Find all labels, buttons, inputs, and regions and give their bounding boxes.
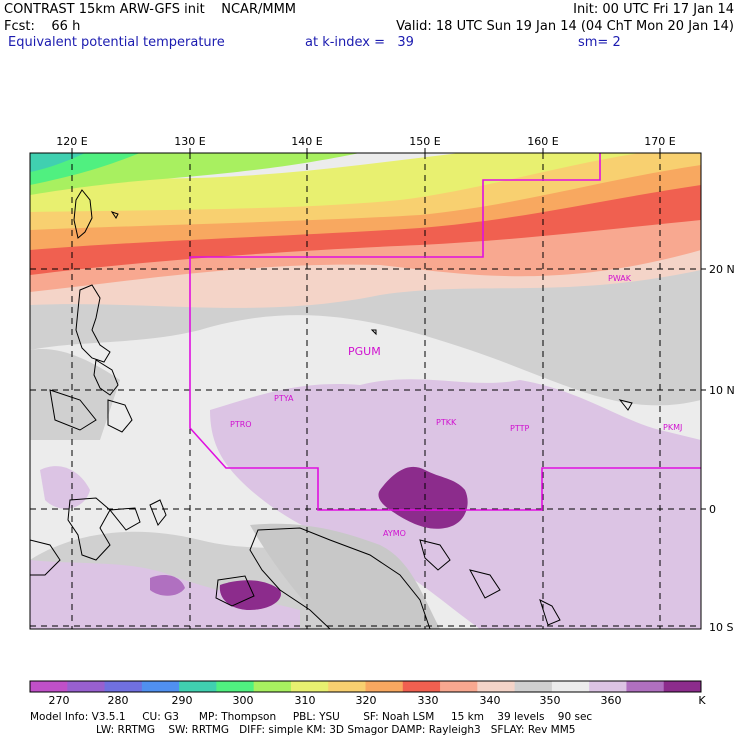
- colorbar-label: 270: [48, 694, 70, 707]
- station-pttp: PTTP: [510, 424, 529, 433]
- colorbar-swatch: [67, 681, 106, 692]
- lon-label: 120 E: [56, 135, 87, 148]
- region-boundary: [189, 153, 701, 511]
- theta-e-field: [30, 153, 701, 629]
- map-frame: [29, 152, 702, 630]
- lat-label: 20 N: [709, 263, 735, 276]
- colorbar-swatch: [514, 681, 553, 692]
- colorbar-label: 310: [294, 694, 316, 707]
- colorbar-swatch: [551, 681, 590, 692]
- init-time: Init: 00 UTC Fri 17 Jan 14: [573, 2, 734, 17]
- colorbar: [29, 680, 702, 693]
- smoothing-value: sm= 2: [578, 35, 621, 50]
- colorbar-label: 350: [539, 694, 561, 707]
- colorbar-swatch: [253, 681, 292, 692]
- colorbar-swatch: [589, 681, 627, 692]
- colorbar-swatch: [626, 681, 665, 692]
- model-info-line: Model Info: V3.5.1 CU: G3 MP: Thompson P…: [30, 711, 593, 723]
- colorbar-label: 290: [171, 694, 193, 707]
- lat-label: 10 N: [709, 384, 735, 397]
- colorbar-swatch: [477, 681, 516, 692]
- colorbar-swatch: [440, 681, 478, 692]
- lon-label: 140 E: [291, 135, 322, 148]
- forecast-hour: Fcst: 66 h: [4, 19, 81, 34]
- lat-label: 10 S: [709, 621, 733, 634]
- model-title: CONTRAST 15km ARW-GFS init NCAR/MMM: [4, 2, 297, 17]
- station-ptya: PTYA: [274, 394, 294, 403]
- coastlines: [30, 189, 633, 629]
- field-name: Equivalent potential temperature: [8, 35, 225, 50]
- colorbar-swatch: [104, 681, 143, 692]
- colorbar-label: 340: [479, 694, 501, 707]
- colorbar-label: 320: [355, 694, 377, 707]
- colorbar-label: 280: [107, 694, 129, 707]
- colorbar-swatch: [30, 681, 68, 692]
- station-ptro: PTRO: [230, 420, 252, 429]
- colorbar-swatch: [290, 681, 329, 692]
- colorbar-frame: [29, 680, 702, 693]
- colorbar-swatch: [663, 681, 702, 692]
- lon-label: 130 E: [174, 135, 205, 148]
- graticule: [30, 153, 701, 629]
- valid-time: Valid: 18 UTC Sun 19 Jan 14 (04 ChT Mon …: [396, 19, 734, 34]
- lon-label: 150 E: [409, 135, 440, 148]
- station-pgum: PGUM: [348, 345, 381, 358]
- colorbar-swatch: [179, 681, 217, 692]
- station-aymo: AYMO: [383, 529, 406, 538]
- level-index: at k-index = 39: [305, 35, 414, 50]
- colorbar-swatch: [216, 681, 255, 692]
- station-pwak: PWAK: [608, 274, 632, 283]
- lat-label: 0: [709, 503, 716, 516]
- colorbar-unit: K: [698, 694, 706, 707]
- physics-info-line: LW: RRTMG SW: RRTMG DIFF: simple KM: 3D …: [96, 724, 576, 736]
- colorbar-label: 330: [417, 694, 439, 707]
- station-pkmj: PKMJ: [663, 423, 682, 432]
- lon-label: 170 E: [644, 135, 675, 148]
- colorbar-label: 360: [600, 694, 622, 707]
- colorbar-label: 300: [232, 694, 254, 707]
- lon-label: 160 E: [527, 135, 558, 148]
- colorbar-swatch: [328, 681, 366, 692]
- station-ptkk: PTKK: [436, 418, 457, 427]
- colorbar-swatch: [402, 681, 441, 692]
- colorbar-swatch: [365, 681, 404, 692]
- colorbar-swatch: [141, 681, 180, 692]
